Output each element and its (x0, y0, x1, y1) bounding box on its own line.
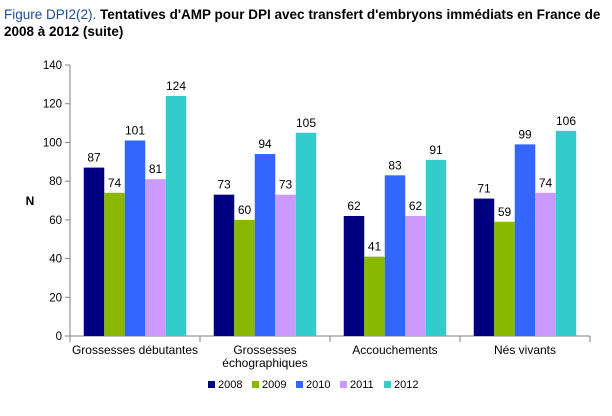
y-tick-label: 140 (43, 60, 62, 72)
x-category-label: Accouchements (352, 343, 437, 357)
bar (104, 192, 125, 336)
y-tick-label: 60 (49, 215, 62, 227)
data-label: 74 (108, 176, 122, 190)
data-label: 101 (125, 123, 145, 137)
data-label: 60 (238, 203, 252, 217)
bar (384, 175, 406, 336)
data-label: 71 (477, 182, 491, 196)
data-label: 74 (539, 176, 553, 190)
data-label: 73 (279, 178, 293, 192)
legend-entry: 2010 (306, 379, 330, 391)
y-tick-label: 0 (56, 331, 62, 343)
data-label: 83 (388, 158, 402, 172)
bar (514, 144, 536, 336)
data-label: 106 (556, 114, 576, 128)
bar (364, 256, 385, 336)
legend-swatch (340, 381, 347, 388)
bar (295, 132, 317, 336)
bar (555, 130, 577, 336)
bar (213, 194, 235, 336)
bar (83, 167, 105, 336)
y-tick-label: 80 (49, 176, 62, 188)
bar (473, 198, 495, 336)
figure-number: Figure DPI2(2). (4, 7, 97, 22)
figure-title-text: Tentatives d'AMP pour DPI avec transfert… (4, 7, 601, 39)
legend-entry: 2011 (350, 379, 374, 391)
y-tick-label: 20 (49, 292, 62, 304)
bar (275, 194, 296, 336)
legend-swatch (296, 381, 303, 388)
x-category-label: Grossesses (233, 343, 296, 357)
y-axis-label: N (26, 194, 35, 208)
data-label: 87 (87, 151, 101, 165)
bar (405, 215, 426, 336)
y-tick-label: 40 (49, 254, 62, 266)
y-tick-label: 100 (43, 137, 62, 149)
chart-title: Figure DPI2(2). Tentatives d'AMP pour DP… (4, 6, 608, 40)
legend-swatch (252, 381, 259, 388)
legend-entry: 2009 (262, 379, 286, 391)
bar (254, 154, 276, 336)
data-label: 73 (217, 178, 231, 192)
data-label: 94 (258, 137, 272, 151)
data-label: 81 (149, 162, 163, 176)
data-label: 124 (166, 79, 186, 93)
legend-swatch (384, 381, 391, 388)
legend-swatch (208, 381, 215, 388)
legend-entry: 2012 (394, 379, 418, 391)
data-label: 62 (347, 199, 361, 213)
bar (145, 179, 166, 336)
bar (425, 159, 447, 336)
bar (124, 140, 146, 336)
data-label: 105 (296, 116, 316, 130)
data-label: 99 (518, 127, 532, 141)
legend-entry: 2008 (218, 379, 242, 391)
data-label: 41 (368, 240, 382, 254)
bar (165, 95, 187, 336)
x-category-label: Nés vivants (494, 343, 556, 357)
bar (535, 192, 556, 336)
data-label: 91 (429, 143, 443, 157)
data-label: 62 (409, 199, 423, 213)
bar (494, 221, 515, 336)
y-tick-label: 120 (43, 99, 62, 111)
bar (234, 219, 255, 336)
x-category-label: Grossesses débutantes (72, 343, 198, 357)
x-category-label: échographiques (222, 356, 307, 370)
bar (343, 215, 365, 336)
data-label: 59 (498, 205, 512, 219)
